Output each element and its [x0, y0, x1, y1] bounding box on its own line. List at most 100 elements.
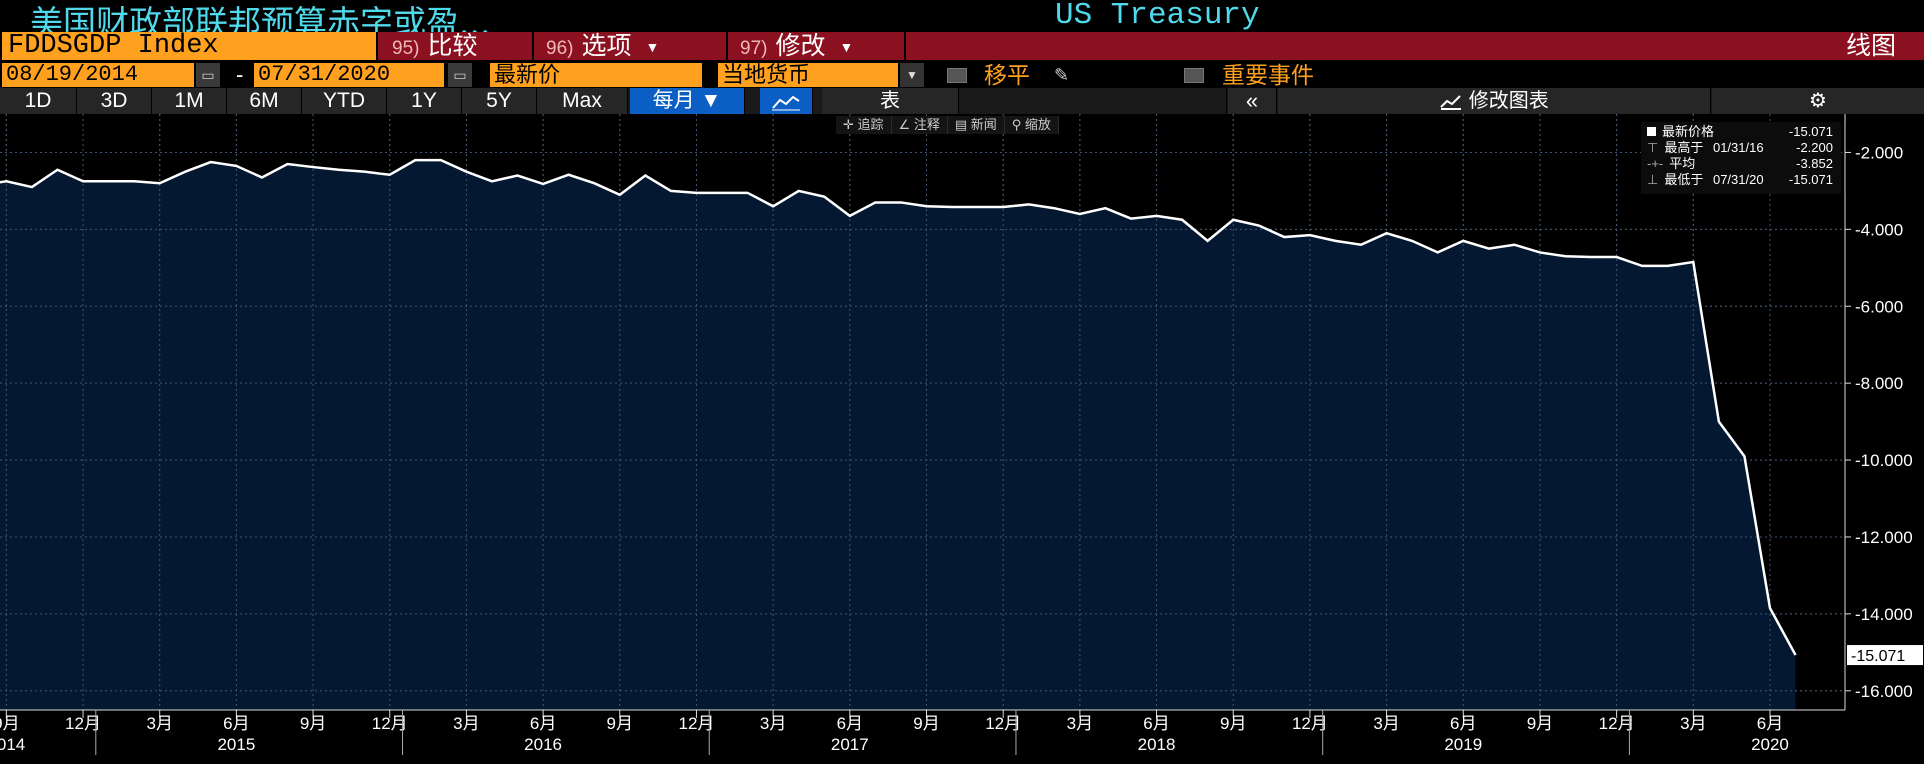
- annotation-toolbar: ✛ 追踪∠ 注释▤ 新闻⚲ 缩放: [836, 116, 1059, 134]
- x-tick-label: 6月: [1450, 714, 1476, 733]
- legend-last-value: -15.071: [1789, 124, 1833, 140]
- annotate-tool[interactable]: ∠ 注释: [892, 116, 948, 134]
- zoom-tool[interactable]: ⚲ 缩放: [1005, 116, 1059, 134]
- x-year-label: 2016: [524, 735, 562, 754]
- x-axis-bg: [0, 711, 1924, 759]
- price-field-select[interactable]: 最新价: [490, 63, 702, 87]
- calendar-icon[interactable]: ▭: [448, 63, 472, 87]
- legend-swatch: [1647, 127, 1656, 136]
- compare-num: 95): [392, 38, 419, 59]
- x-year-label: 2014: [0, 735, 25, 754]
- calendar-icon[interactable]: ▭: [196, 63, 220, 87]
- news-tool[interactable]: ▤ 新闻: [948, 116, 1005, 134]
- chart-type-bar[interactable]: 线图: [906, 32, 1924, 60]
- table-button[interactable]: 表: [822, 88, 959, 114]
- compare-label: 比较: [427, 32, 477, 60]
- modify-button[interactable]: 97)修改▼: [728, 32, 904, 60]
- date-separator: -: [236, 62, 243, 88]
- y-tick-label: -12.000: [1855, 528, 1913, 547]
- ticker-field[interactable]: FDDSGDP Index: [2, 32, 376, 60]
- y-tick-label: -14.000: [1855, 605, 1913, 624]
- average-marker-icon: -+-: [1647, 156, 1663, 171]
- period-6m[interactable]: 6M: [227, 88, 302, 114]
- legend-low-label: 最低于: [1664, 172, 1703, 187]
- chevron-down-icon: ▼: [839, 39, 853, 55]
- gear-icon[interactable]: ⚙: [1712, 88, 1924, 114]
- y-tick-label: -4.000: [1855, 220, 1903, 239]
- x-tick-label: 3月: [1067, 714, 1093, 733]
- period-1y[interactable]: 1Y: [387, 88, 462, 114]
- y-tick-label: -16.000: [1855, 682, 1913, 701]
- end-date-input[interactable]: 07/31/2020: [254, 63, 444, 87]
- x-year-label: 2018: [1138, 735, 1176, 754]
- chart-area: -2.000-4.000-6.000-8.000-10.000-12.000-1…: [0, 114, 1924, 759]
- modify-label: 修改: [775, 32, 825, 60]
- toolbar-spacer: [960, 88, 1227, 114]
- high-marker-icon: ⊤: [1647, 140, 1658, 155]
- x-tick-label: 9月: [913, 714, 939, 733]
- last-value-label: -15.071: [1851, 648, 1905, 665]
- x-tick-label: 6月: [1757, 714, 1783, 733]
- double-chevron-left-icon[interactable]: «: [1228, 88, 1277, 114]
- period-1d[interactable]: 1D: [0, 88, 77, 114]
- x-tick-label: 9月: [607, 714, 633, 733]
- legend-avg-label: 平均: [1669, 156, 1695, 171]
- chart-legend: 最新价格 -15.071 ⊤最高于 01/31/16 -2.200 -+-平均 …: [1641, 122, 1841, 194]
- edit-chart-icon: [1439, 93, 1463, 111]
- compare-button[interactable]: 95) 比较: [378, 32, 532, 60]
- events-label: 重要事件: [1222, 62, 1314, 88]
- news-label: 新闻: [971, 116, 997, 134]
- x-tick-label: 9月: [1220, 714, 1246, 733]
- events-checkbox[interactable]: [1184, 68, 1204, 83]
- chart-type-label: 线图: [1846, 32, 1896, 60]
- y-tick-label: -6.000: [1855, 297, 1903, 316]
- options-label: 选项: [581, 32, 631, 60]
- y-tick-label: -2.000: [1855, 143, 1903, 162]
- zoom-label: 缩放: [1025, 116, 1051, 134]
- annotate-label: 注释: [914, 116, 940, 134]
- area-fill: [0, 160, 1796, 710]
- y-tick-label: -10.000: [1855, 451, 1913, 470]
- legend-high-date: 01/31/16: [1713, 140, 1764, 155]
- period-5y[interactable]: 5Y: [462, 88, 537, 114]
- x-tick-label: 6月: [530, 714, 556, 733]
- x-tick-label: 3月: [1373, 714, 1399, 733]
- chevron-down-icon: ▼: [645, 39, 659, 55]
- legend-last-label: 最新价格: [1662, 124, 1714, 139]
- line-chart-icon[interactable]: [760, 88, 813, 114]
- track-tool[interactable]: ✛ 追踪: [836, 116, 892, 134]
- x-tick-label: 3月: [1680, 714, 1706, 733]
- period-max[interactable]: Max: [537, 88, 628, 114]
- legend-low-value: -15.071: [1789, 172, 1833, 188]
- track-label: 追踪: [858, 116, 884, 134]
- edit-chart-label: 修改图表: [1469, 90, 1549, 112]
- frequency-select[interactable]: 每月 ▼: [630, 88, 745, 114]
- frequency-label: 每月: [653, 89, 695, 112]
- x-year-label: 2017: [831, 735, 869, 754]
- options-button[interactable]: 96) 选项 ▼: [534, 32, 726, 60]
- period-ytd[interactable]: YTD: [302, 88, 387, 114]
- shift-checkbox[interactable]: [947, 68, 967, 83]
- x-year-label: 2020: [1751, 735, 1789, 754]
- currency-select[interactable]: 当地货币: [718, 63, 898, 87]
- triangle-down-icon: ▼: [701, 89, 722, 112]
- legend-row-last: 最新价格 -15.071: [1647, 124, 1837, 140]
- legend-row-high: ⊤最高于 01/31/16 -2.200: [1647, 140, 1837, 156]
- chevron-down-icon[interactable]: ▼: [900, 63, 924, 87]
- start-date-input[interactable]: 08/19/2014: [2, 63, 194, 87]
- low-marker-icon: ⊥: [1647, 172, 1658, 187]
- x-tick-label: 6月: [837, 714, 863, 733]
- period-1m[interactable]: 1M: [152, 88, 227, 114]
- options-num: 96): [546, 38, 573, 59]
- legend-row-avg: -+-平均 -3.852: [1647, 156, 1837, 172]
- legend-row-low: ⊥最低于 07/31/20 -15.071: [1647, 172, 1837, 188]
- pencil-icon[interactable]: ✎: [1054, 62, 1069, 88]
- shift-label: 移平: [984, 62, 1030, 88]
- x-tick-label: 3月: [760, 714, 786, 733]
- period-3d[interactable]: 3D: [77, 88, 152, 114]
- x-tick-label: 6月: [223, 714, 249, 733]
- x-tick-label: 3月: [453, 714, 479, 733]
- command-row: FDDSGDP Index 95)比较 96)选项▼ 97)修改▼ 线图: [0, 32, 1924, 62]
- edit-chart-button[interactable]: 修改图表: [1278, 88, 1711, 114]
- x-year-label: 2019: [1444, 735, 1482, 754]
